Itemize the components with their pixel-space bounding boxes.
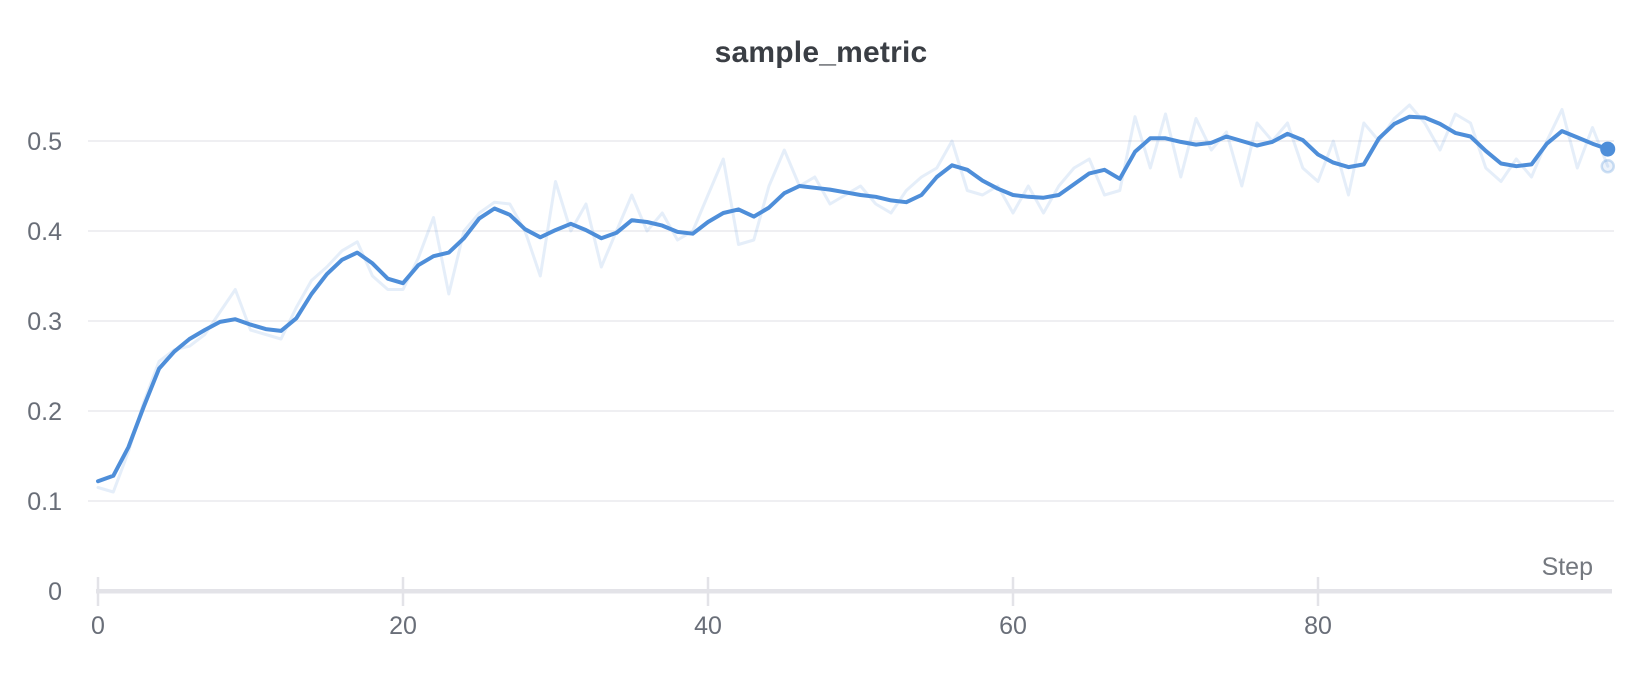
x-tick-label: 80 <box>1304 612 1332 640</box>
x-tick-label: 40 <box>694 612 722 640</box>
y-tick-label: 0.2 <box>27 398 62 426</box>
y-tick-label: 0.1 <box>27 488 62 516</box>
series-line-raw <box>96 103 1610 494</box>
series-line-smoothed <box>96 114 1610 484</box>
x-axis-line <box>96 589 1612 594</box>
x-tick-label: 0 <box>91 612 105 640</box>
x-tick-label: 20 <box>389 612 417 640</box>
x-tick-label: 60 <box>999 612 1027 640</box>
y-tick-label: 0.3 <box>27 308 62 336</box>
x-axis-label: Step <box>1541 553 1593 581</box>
chart-title: sample_metric <box>714 36 928 69</box>
y-tick-label: 0.4 <box>27 218 62 246</box>
y-tick-label: 0.5 <box>27 128 62 156</box>
last-point-marker-smoothed <box>1600 141 1616 157</box>
y-tick-label: 0 <box>48 578 62 606</box>
last-point-marker-raw <box>1600 158 1615 174</box>
